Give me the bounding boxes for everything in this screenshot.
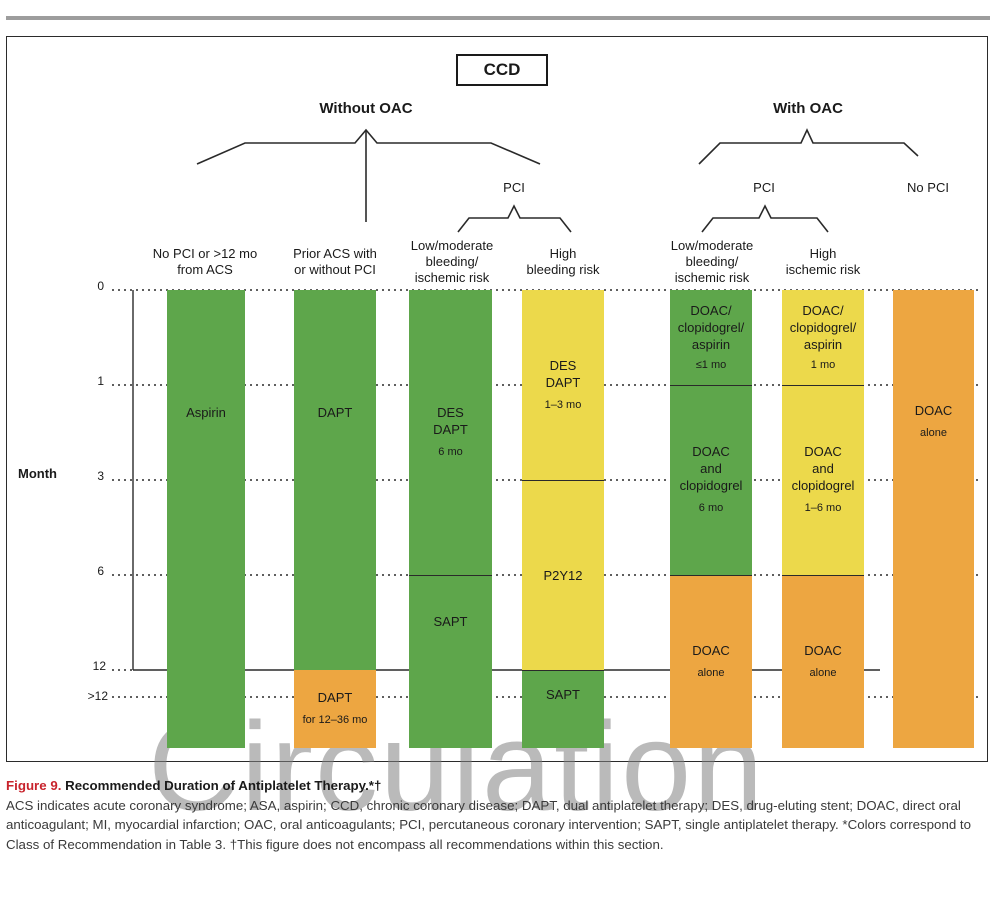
col3-sapt-bar: SAPT bbox=[409, 575, 492, 748]
col4-p2y12-bar: P2Y12 bbox=[522, 480, 604, 670]
col7-doac-alone-bar: DOAC alone bbox=[893, 290, 974, 748]
col3-des-dapt-bar: DES DAPT 6 mo bbox=[409, 290, 492, 575]
figure-number: Figure 9. bbox=[6, 778, 62, 793]
col3-duration: 6 mo bbox=[438, 446, 463, 458]
col5-dual-bar: DOAC and clopidogrel 6 mo bbox=[670, 385, 752, 575]
tick-6: 6 bbox=[97, 564, 104, 578]
tick-12: 12 bbox=[92, 659, 106, 673]
col6-dual-bar: DOAC and clopidogrel 1–6 mo bbox=[782, 385, 864, 575]
figure-frame bbox=[6, 36, 988, 762]
col6-mid-1: DOAC bbox=[804, 444, 842, 459]
col4-sapt-bar: SAPT bbox=[522, 670, 604, 748]
col4-line1: DES bbox=[549, 357, 577, 373]
with-oac-label: With OAC bbox=[773, 100, 843, 117]
col6-low-2: alone bbox=[809, 666, 837, 679]
pci-right-label: PCI bbox=[753, 180, 775, 195]
col5-low-2: alone bbox=[697, 666, 725, 679]
col4-line2: DAPT bbox=[545, 374, 581, 390]
col4-sapt-label: SAPT bbox=[546, 687, 580, 702]
top-divider bbox=[6, 16, 990, 20]
tick-3: 3 bbox=[97, 469, 104, 483]
col5-top-3: aspirin bbox=[691, 336, 731, 352]
figure-caption: Figure 9. Recommended Duration of Antipl… bbox=[6, 776, 990, 854]
col5-top-2: clopidogrel/ bbox=[677, 319, 745, 335]
col2-dapt-label: DAPT bbox=[317, 405, 353, 420]
col4-divider-1 bbox=[522, 480, 604, 481]
col6-doac-alone-bar: DOAC alone bbox=[782, 575, 864, 748]
col5-divider-1 bbox=[670, 385, 752, 386]
col5-mid-2: and bbox=[700, 461, 722, 476]
col5-divider-2 bbox=[670, 575, 752, 576]
col3-sapt-label: SAPT bbox=[433, 614, 468, 629]
col1-header: No PCI or >12 mo from ACS bbox=[152, 246, 258, 277]
col6-mid-duration: 1–6 mo bbox=[804, 502, 842, 514]
tick-0: 0 bbox=[97, 279, 104, 293]
col6-mid-2: and bbox=[812, 461, 834, 476]
col6-triple-bar: DOAC/ clopidogrel/ aspirin 1 mo bbox=[782, 290, 864, 385]
col5-mid-duration: 6 mo bbox=[698, 502, 724, 514]
col5-low-1: DOAC bbox=[692, 642, 730, 658]
col4-des-dapt-bar: DES DAPT 1–3 mo bbox=[522, 290, 604, 480]
col2-ext-label: DAPT bbox=[317, 690, 353, 705]
col4-header: High bleeding risk bbox=[526, 246, 600, 277]
col6-mid-3: clopidogrel bbox=[791, 478, 855, 493]
col6-low-1: DOAC bbox=[804, 642, 842, 658]
figure-caption-text: ACS indicates acute coronary syndrome; A… bbox=[6, 797, 972, 852]
col6-divider-1 bbox=[782, 385, 864, 386]
col6-divider-2 bbox=[782, 575, 864, 576]
col6-top-1: DOAC/ bbox=[802, 302, 844, 318]
pci-left-label: PCI bbox=[503, 180, 525, 195]
col5-mid-1: DOAC bbox=[692, 444, 730, 459]
col2-extended-dapt-bar: DAPT for 12–36 mo bbox=[294, 670, 376, 748]
ccd-title-box: CCD bbox=[456, 54, 548, 86]
col5-top-duration: ≤1 mo bbox=[695, 358, 727, 371]
col3-line1: DES bbox=[437, 405, 464, 420]
col1-aspirin-bar: Aspirin bbox=[167, 290, 245, 748]
without-oac-label: Without OAC bbox=[319, 100, 413, 117]
col4-p2y12-label: P2Y12 bbox=[543, 567, 583, 583]
col5-mid-3: clopidogrel bbox=[679, 478, 743, 493]
col5-doac-alone-bar: DOAC alone bbox=[670, 575, 752, 748]
tick-1: 1 bbox=[97, 374, 104, 388]
col5-header: Low/moderate bleeding/ischemic risk bbox=[670, 238, 754, 285]
figure-title: Recommended Duration of Antiplatelet The… bbox=[65, 778, 382, 793]
col5-triple-bar: DOAC/ clopidogrel/ aspirin ≤1 mo bbox=[670, 290, 752, 385]
col4-duration: 1–3 mo bbox=[544, 398, 582, 411]
col1-aspirin-label: Aspirin bbox=[186, 405, 226, 420]
no-pci-label: No PCI bbox=[907, 180, 949, 195]
col5-top-1: DOAC/ bbox=[690, 302, 732, 318]
col6-header: High ischemic risk bbox=[785, 246, 861, 277]
col7-label: DOAC bbox=[914, 403, 953, 418]
col4-divider-2 bbox=[522, 670, 604, 671]
col6-top-3: aspirin bbox=[803, 336, 843, 352]
col3-line2: DAPT bbox=[433, 422, 468, 437]
col2-dapt-bar: DAPT bbox=[294, 290, 376, 670]
col2-header: Prior ACS with or without PCI bbox=[293, 246, 377, 277]
col2-ext-sub: for 12–36 mo bbox=[302, 714, 368, 726]
col6-top-2: clopidogrel/ bbox=[789, 319, 857, 335]
col3-divider bbox=[409, 575, 492, 576]
axis-month-label: Month bbox=[18, 466, 57, 481]
col7-sub: alone bbox=[920, 427, 947, 439]
col3-header: Low/moderate bleeding/ischemic risk bbox=[410, 238, 494, 285]
col6-top-duration: 1 mo bbox=[810, 358, 836, 371]
tick-gt12: >12 bbox=[87, 689, 108, 703]
